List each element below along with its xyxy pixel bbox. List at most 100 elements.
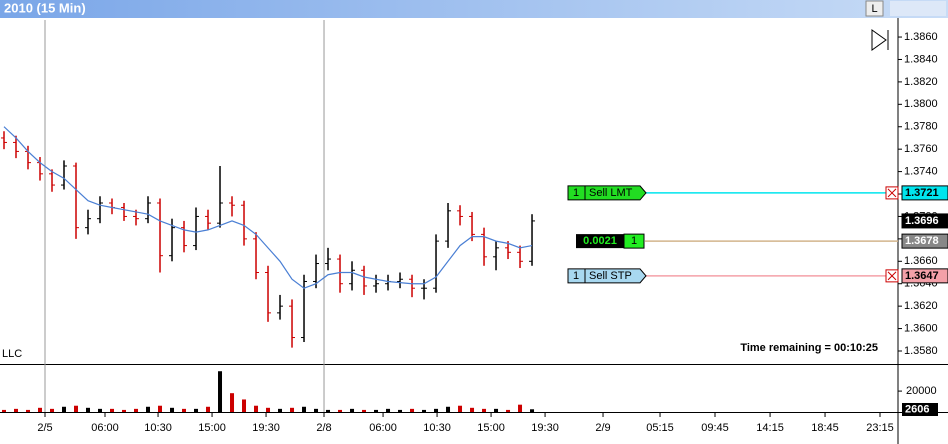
- volume-bar: [218, 371, 223, 412]
- order-price-box: [901, 185, 948, 201]
- y-tick-label: 1.3620: [904, 300, 938, 312]
- x-tick-label: 19:30: [252, 422, 280, 434]
- cancel-order-x: [887, 271, 897, 281]
- order-quantity: 1: [573, 270, 579, 282]
- order-price-label: 1.3721: [905, 187, 939, 199]
- volume-bar: [374, 409, 379, 412]
- x-tick-label: 23:15: [866, 422, 894, 434]
- volume-bar: [362, 409, 367, 412]
- layout-button-label[interactable]: L: [871, 3, 877, 15]
- y-tick-label: 1.3600: [904, 322, 938, 334]
- order-price-box: [901, 268, 948, 284]
- last-volume-box: [902, 403, 938, 416]
- x-tick-label: 10:30: [144, 422, 172, 434]
- instrument-label: LLC: [2, 348, 22, 360]
- x-tick-label: 09:45: [701, 422, 729, 434]
- volume-bar: [422, 409, 427, 412]
- x-tick-label: 2/9: [595, 422, 610, 434]
- volume-bar: [86, 407, 91, 412]
- moving-average: [3, 126, 533, 289]
- volume-bar: [326, 409, 331, 412]
- volume-bar: [38, 407, 43, 412]
- title-bar: [0, 0, 948, 18]
- volume-bar: [26, 409, 31, 412]
- scroll-to-end[interactable]: [871, 29, 889, 51]
- position-price-box: [901, 233, 948, 249]
- volume-bar: [434, 408, 439, 412]
- position-quantity: 1: [631, 235, 637, 247]
- volume-bar: [470, 407, 475, 412]
- order-quantity: 1: [573, 187, 579, 199]
- volume-bar: [266, 407, 271, 412]
- x-tick-label: 06:00: [369, 422, 397, 434]
- last-price-box: [901, 213, 948, 229]
- volume-bar: [446, 406, 451, 412]
- volume-bar: [98, 408, 103, 412]
- volume-bar: [206, 406, 211, 412]
- y-tick-label: 1.3840: [904, 53, 938, 65]
- x-tick-label: 18:45: [811, 422, 839, 434]
- volume-bar: [2, 409, 6, 412]
- volume-bar: [182, 408, 187, 412]
- volume-bar: [110, 408, 115, 412]
- x-tick-label: 2/5: [37, 422, 52, 434]
- order-tag: [567, 268, 647, 284]
- y-tick-label: 1.3740: [904, 165, 938, 177]
- volume-bar: [506, 409, 511, 412]
- volume-bar: [350, 408, 355, 412]
- volume-bar: [458, 405, 463, 412]
- volume-bar: [134, 408, 139, 412]
- order-type: Sell STP: [589, 270, 632, 282]
- volume-bar: [170, 407, 175, 412]
- volume-bar: [398, 409, 403, 412]
- cancel-order-x: [887, 188, 897, 198]
- x-tick-label: 19:30: [531, 422, 559, 434]
- position-quantity-box: [623, 233, 645, 249]
- x-tick-label: 10:30: [423, 422, 451, 434]
- x-tick-label: 15:00: [198, 422, 226, 434]
- volume-bar: [314, 408, 319, 412]
- volume-bar: [50, 408, 55, 412]
- x-tick-label: 15:00: [477, 422, 505, 434]
- volume-bar: [122, 409, 127, 412]
- volume-bar: [242, 399, 247, 412]
- order-type: Sell LMT: [589, 187, 633, 199]
- window-title: 2010 (15 Min): [4, 0, 86, 15]
- x-tick-label: 14:15: [756, 422, 784, 434]
- position-price-label: 1.3678: [905, 235, 939, 247]
- volume-bar: [338, 409, 343, 412]
- volume-bar: [482, 408, 487, 412]
- y-tick-label: 1.3860: [904, 31, 938, 43]
- volume-bar: [62, 406, 67, 412]
- y-tick-label: 1.3580: [904, 345, 938, 357]
- volume-bar: [302, 406, 307, 412]
- layout-button[interactable]: [865, 0, 884, 17]
- volume-bar: [278, 408, 283, 412]
- time-remaining: Time remaining = 00:10:25: [740, 342, 878, 354]
- volume-bar: [230, 393, 235, 412]
- volume-bar: [158, 405, 163, 412]
- x-tick-label: 2/8: [316, 422, 331, 434]
- volume-bar: [146, 406, 151, 412]
- last-price-label: 1.3696: [905, 215, 939, 227]
- y-tick-label: 1.3780: [904, 121, 938, 133]
- volume-bar: [254, 405, 259, 412]
- volume-bar: [14, 408, 19, 412]
- volume-bar: [290, 407, 295, 412]
- order-price-label: 1.3647: [905, 270, 939, 282]
- volume-bar: [74, 405, 79, 412]
- y-tick-label: 1.3800: [904, 98, 938, 110]
- order-tag: [567, 185, 647, 201]
- x-tick-label: 05:15: [646, 422, 674, 434]
- volume-bar: [494, 408, 499, 412]
- y-tick-label: 1.3660: [904, 255, 938, 267]
- volume-bar: [386, 408, 391, 412]
- y-tick-label: 1.3760: [904, 143, 938, 155]
- volume-bar: [410, 408, 415, 412]
- y-tick-label: 1.3820: [904, 76, 938, 88]
- volume-bar: [530, 409, 535, 412]
- x-tick-label: 06:00: [91, 422, 119, 434]
- volume-bar: [194, 408, 199, 412]
- volume-bar: [518, 404, 523, 412]
